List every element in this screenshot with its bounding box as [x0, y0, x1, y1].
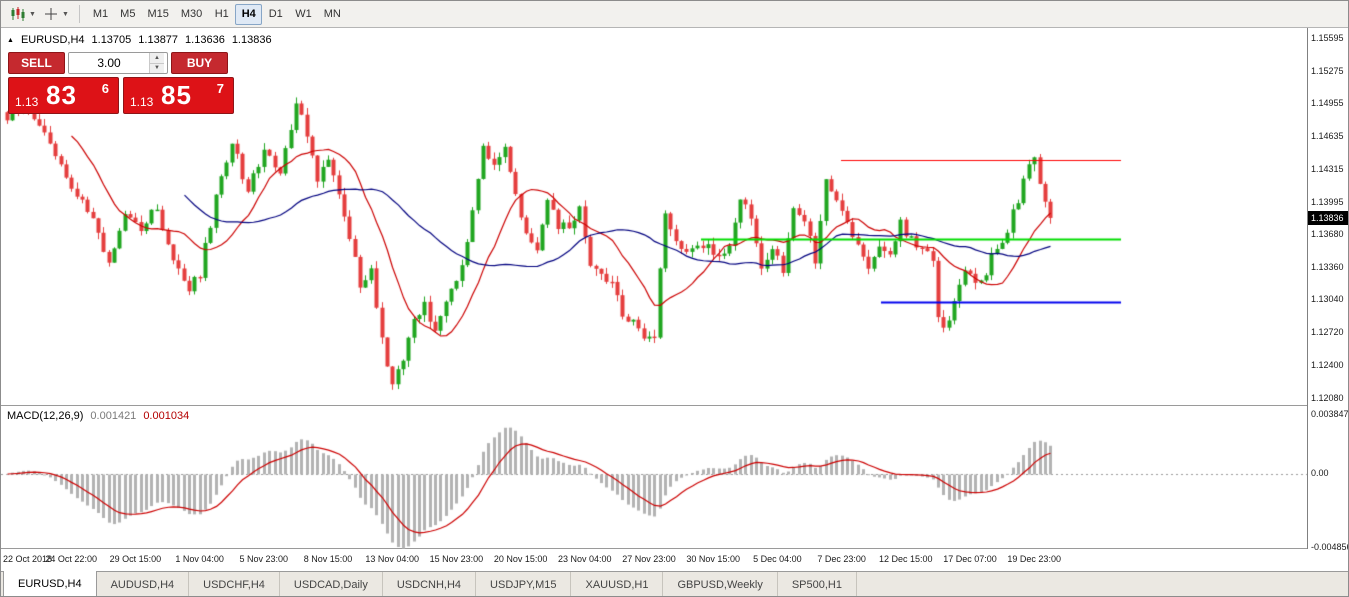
price-axis-label: 1.15275	[1311, 65, 1344, 76]
price-axis-label: 1.13040	[1311, 294, 1344, 305]
buy-price-sup: 7	[216, 81, 224, 96]
time-axis-label: 17 Dec 07:00	[943, 554, 997, 564]
chart-info-line: ▲ EURUSD,H4 1.13705 1.13877 1.13636 1.13…	[7, 34, 272, 46]
toolbar-separator	[78, 5, 80, 23]
symbol-marker-icon: ▲	[7, 36, 14, 44]
crosshair-icon[interactable]	[39, 4, 63, 25]
price-axis-label: 1.15595	[1311, 32, 1344, 43]
amount-up-button[interactable]: ▲	[150, 53, 164, 64]
tab-usdchf-h4[interactable]: USDCHF,H4	[189, 572, 280, 596]
sell-price-sup: 6	[101, 81, 109, 96]
period-button-m1[interactable]: M1	[92, 8, 109, 20]
chart-type-icon[interactable]	[6, 4, 30, 25]
tab-bar: EURUSD,H4 AUDUSD,H4 USDCHF,H4 USDCAD,Daily U…	[1, 571, 1348, 596]
tab-audusd-h4[interactable]: AUDUSD,H4	[97, 572, 190, 596]
buy-price-prefix: 1.13	[130, 95, 154, 109]
timeframe-toolbar: ▼ ▼ M1 M5 M15 M30 H1 H4 D1 W1 MN	[1, 1, 1348, 28]
macd-axis-label: -0.004856	[1311, 542, 1349, 553]
period-button-m15[interactable]: M15	[147, 8, 169, 20]
amount-down-button[interactable]: ▼	[150, 63, 164, 73]
buy-button[interactable]: BUY	[171, 52, 228, 74]
time-axis-label: 5 Dec 04:00	[753, 554, 802, 564]
tab-xauusd-h1[interactable]: XAUUSD,H1	[571, 572, 664, 596]
tab-usdcnh-h4[interactable]: USDCNH,H4	[383, 572, 477, 596]
price-axis-label: 1.14955	[1311, 98, 1344, 109]
tab-usdjpy-m15[interactable]: USDJPY,M15	[476, 572, 572, 596]
chart-high-value: 1.13877	[138, 34, 179, 46]
tab-gbpusd-weekly[interactable]: GBPUSD,Weekly	[663, 572, 778, 596]
price-axis-label: 1.12080	[1311, 392, 1344, 403]
amount-input[interactable]	[69, 53, 149, 73]
time-axis-label: 27 Nov 23:00	[622, 554, 676, 564]
tab-sp500-h1[interactable]: SP500,H1	[778, 572, 857, 596]
chevron-down-icon[interactable]: ▼	[29, 10, 36, 18]
time-axis-label: 8 Nov 15:00	[303, 554, 353, 564]
chart-open-value: 1.13705	[91, 34, 132, 46]
period-button-mn[interactable]: MN	[323, 8, 341, 20]
period-button-h1[interactable]: H1	[214, 8, 229, 20]
time-axis-label: 20 Nov 15:00	[493, 554, 548, 564]
time-axis[interactable]: 22 Oct 2018 24 Oct 22:00 29 Oct 15:00 1 Nov…	[1, 550, 1307, 571]
time-axis-label: 24 Oct 22:00	[45, 554, 97, 564]
price-chart-panel: ▲ EURUSD,H4 1.13705 1.13877 1.13636 1.13…	[1, 28, 1307, 405]
time-axis-label: 12 Dec 15:00	[879, 554, 933, 564]
buy-price-box[interactable]: 1.13 85 7	[123, 77, 234, 114]
macd-canvas[interactable]	[1, 407, 1307, 549]
chevron-down-icon[interactable]: ▼	[61, 10, 69, 18]
amount-spinner: ▲ ▼	[149, 53, 164, 73]
price-axis-label: 1.12720	[1311, 327, 1344, 338]
time-axis-label: 19 Dec 23:00	[1007, 554, 1061, 564]
time-axis-label: 23 Nov 04:00	[558, 554, 612, 564]
macd-title: MACD(12,26,9)	[7, 410, 84, 422]
period-button-h4[interactable]: H4	[235, 3, 263, 25]
period-button-w1[interactable]: W1	[295, 8, 312, 20]
period-button-m30[interactable]: M30	[180, 8, 203, 20]
price-axis-label: 1.14635	[1311, 131, 1344, 142]
time-axis-label: 13 Nov 04:00	[365, 554, 419, 564]
price-axis[interactable]: 1.13836 1.15595 1.15275 1.14955 1.14635 1.14…	[1307, 28, 1349, 553]
macd-axis-label: 0.003847	[1311, 409, 1349, 420]
sell-button[interactable]: SELL	[8, 52, 65, 74]
current-price-badge: 1.13836	[1308, 210, 1348, 225]
one-click-trading-panel: SELL ▲ ▼ BUY 1.13 83 6 1.13	[8, 52, 234, 114]
sell-price-box[interactable]: 1.13 83 6	[8, 77, 119, 114]
time-axis-label: 15 Nov 23:00	[429, 554, 484, 564]
macd-axis-label: 0.00	[1311, 468, 1329, 478]
time-axis-label: 1 Nov 04:00	[175, 554, 224, 564]
price-axis-label: 1.13680	[1311, 228, 1344, 239]
macd-indicator-panel: MACD(12,26,9) 0.001421 0.001034	[1, 405, 1307, 549]
sell-price-big: 83	[46, 80, 77, 110]
chart-low-value: 1.13636	[185, 34, 225, 46]
price-axis-label: 1.12400	[1311, 360, 1344, 371]
amount-field: ▲ ▼	[68, 52, 168, 74]
time-axis-label: 30 Nov 15:00	[686, 554, 740, 564]
macd-signal-value: 0.001034	[143, 410, 190, 422]
period-button-d1[interactable]: D1	[268, 8, 283, 20]
sell-price-prefix: 1.13	[15, 95, 39, 109]
price-axis-label: 1.13360	[1311, 261, 1344, 272]
chart-symbol: EURUSD,H4	[20, 34, 85, 46]
chart-close-value: 1.13836	[231, 34, 272, 46]
price-axis-label: 1.13995	[1311, 196, 1344, 207]
time-axis-label: 7 Dec 23:00	[817, 554, 866, 564]
time-axis-label: 29 Oct 15:00	[109, 554, 162, 564]
period-button-m5[interactable]: M5	[120, 8, 136, 20]
price-axis-label: 1.14315	[1311, 163, 1344, 174]
macd-main-value: 0.001421	[90, 410, 137, 422]
time-axis-label: 22 Oct 2018	[3, 554, 53, 564]
time-axis-label: 5 Nov 23:00	[239, 554, 289, 564]
macd-label-line: MACD(12,26,9) 0.001421 0.001034	[7, 410, 189, 422]
tab-usdcad-daily[interactable]: USDCAD,Daily	[280, 572, 383, 596]
tab-eurusd-h4[interactable]: EURUSD,H4	[3, 571, 97, 596]
buy-price-big: 85	[161, 80, 192, 110]
